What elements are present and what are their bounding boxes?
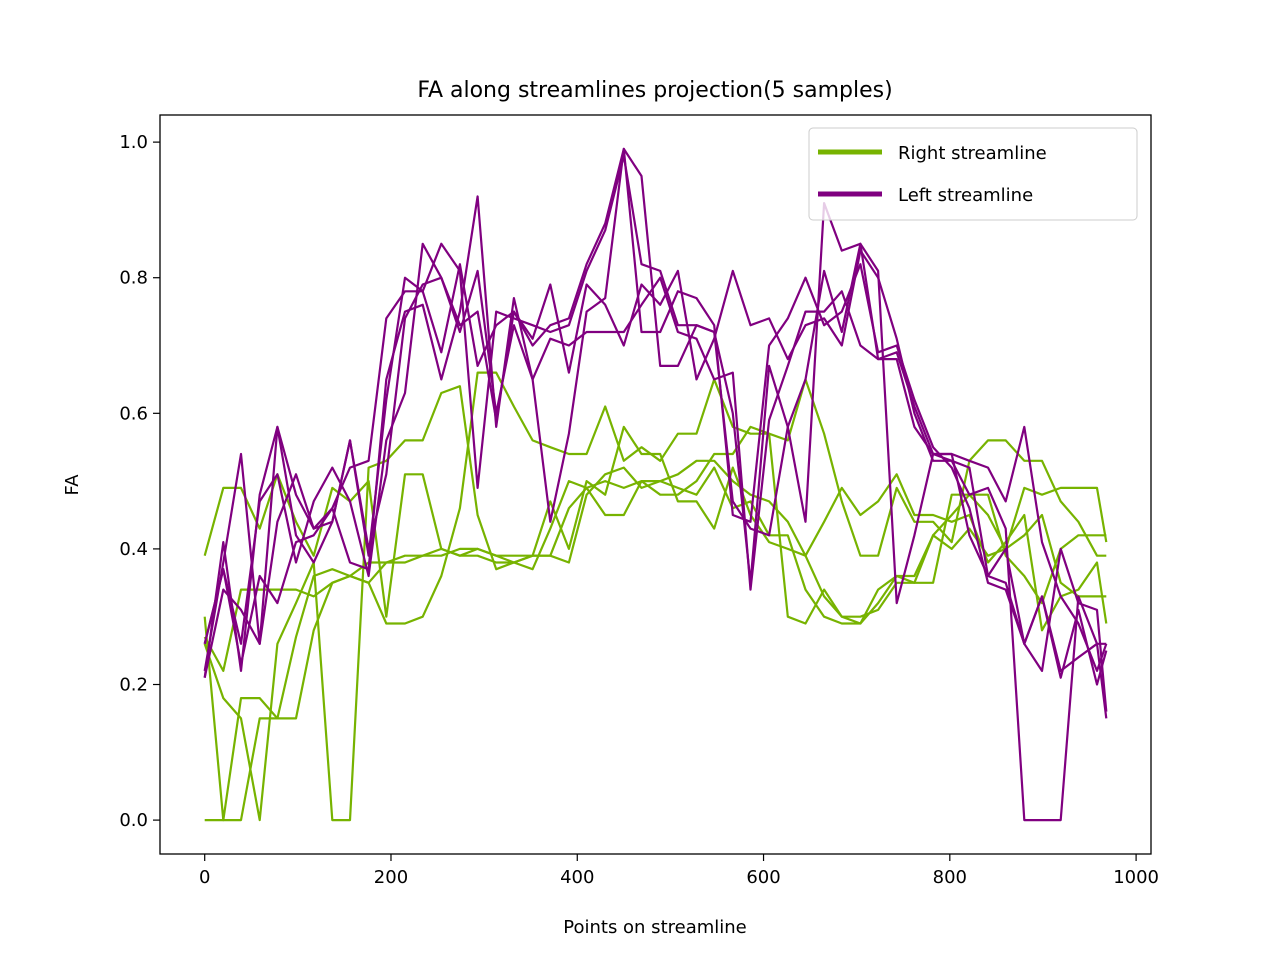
x-tick-label: 600 <box>746 867 780 888</box>
x-tick-label: 400 <box>560 867 594 888</box>
y-tick-label: 1.0 <box>119 132 148 153</box>
series-layer <box>203 147 1108 822</box>
y-axis-label: FA <box>62 474 83 496</box>
chart-title: FA along streamlines projection(5 sample… <box>417 78 892 103</box>
y-tick-label: 0.2 <box>119 675 148 696</box>
legend-label-left-streamline: Left streamline <box>898 185 1033 206</box>
x-axis-label: Points on streamline <box>563 917 747 938</box>
plot-frame <box>159 114 1152 855</box>
left-streamline-line-10 <box>203 269 1108 822</box>
left-streamline-line-6 <box>203 147 1108 678</box>
legend-label-right-streamline: Right streamline <box>898 143 1047 164</box>
x-tick-label: 0 <box>199 867 210 888</box>
x-tick-label: 200 <box>374 867 408 888</box>
y-tick-label: 0.6 <box>119 403 148 424</box>
legend-box <box>808 127 1138 221</box>
y-axis: 0.0 0.2 0.4 0.6 0.8 1.0 <box>119 132 160 831</box>
y-tick-label: 0.0 <box>119 810 148 831</box>
x-tick-label: 800 <box>933 867 967 888</box>
y-tick-label: 0.4 <box>119 539 148 560</box>
y-tick-label: 0.8 <box>119 268 148 289</box>
right-streamline-line-5 <box>203 385 1108 822</box>
legend: Right streamline Left streamline <box>808 127 1138 221</box>
x-axis: 0 200 400 600 800 1000 <box>199 854 1159 888</box>
right-streamline-line-2 <box>203 425 1107 673</box>
x-tick-label: 1000 <box>1113 867 1159 888</box>
left-streamline-line-7 <box>203 147 1108 712</box>
left-streamline-line-9 <box>203 242 1108 686</box>
